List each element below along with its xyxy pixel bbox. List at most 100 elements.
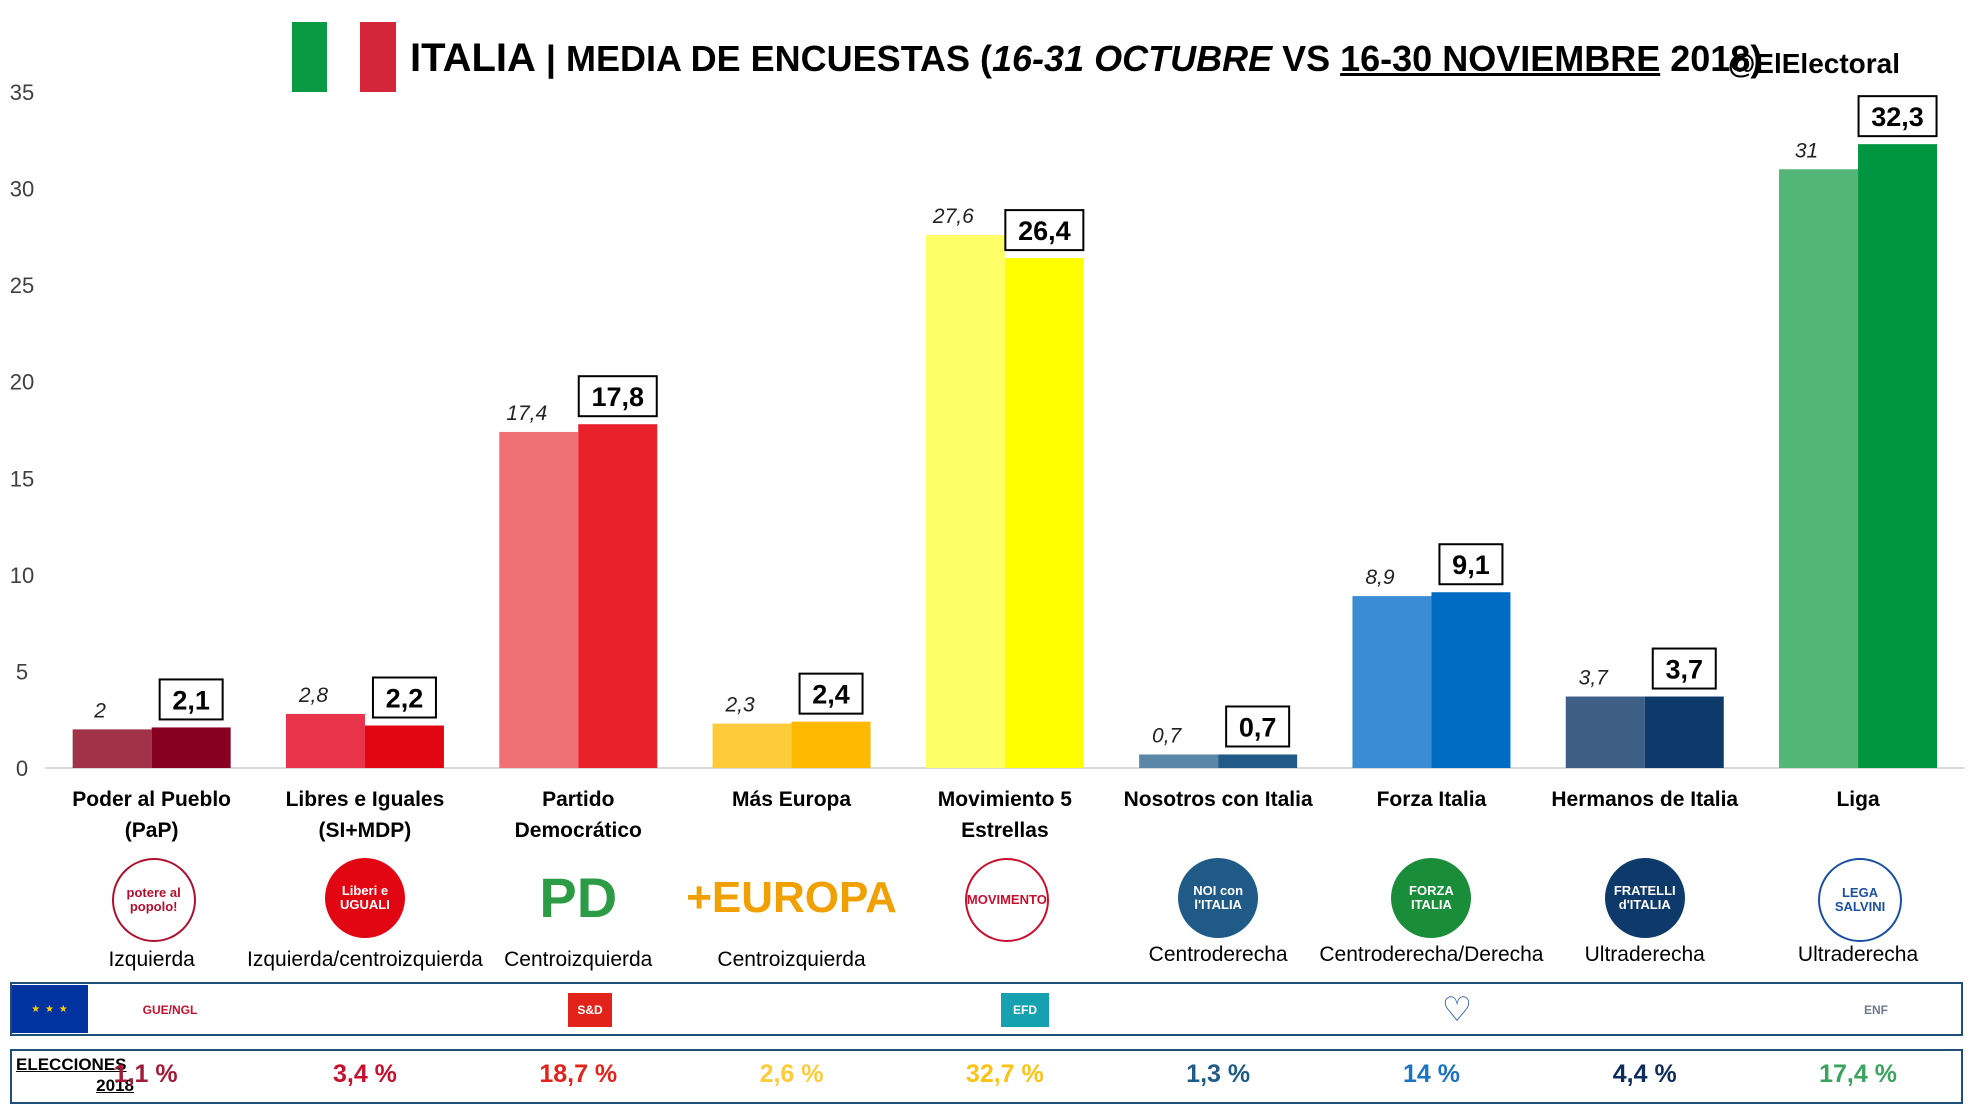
election-result: 1,1 % <box>113 1060 178 1088</box>
bar-november <box>791 721 871 768</box>
category-label: Más Europa <box>732 788 852 811</box>
election-result: 4,4 % <box>1612 1060 1677 1088</box>
bar-october <box>285 713 365 768</box>
data-label-november: 32,3 <box>1871 102 1924 132</box>
data-label-october: 31 <box>1795 139 1818 162</box>
party-ideology: Ultraderecha <box>1584 943 1705 966</box>
data-label-october: 3,7 <box>1579 667 1610 690</box>
data-label-box <box>158 678 224 721</box>
eu-flag-icon: ★ ★ ★ <box>12 985 88 1033</box>
category-label: Libres e Iguales (SI+MDP) <box>285 788 445 842</box>
eu-group-logo: ♡ <box>1434 991 1480 1029</box>
data-label-october: 17,4 <box>506 402 547 425</box>
party-logo: potere al popolo! <box>111 858 196 942</box>
category-label: Poder al Pueblo (PaP) <box>72 788 231 842</box>
data-label-november: 2,1 <box>172 685 210 715</box>
data-label-box <box>577 375 658 418</box>
party-ideology: Izquierda/centroizquierda <box>247 948 483 971</box>
bar-october <box>925 234 1005 768</box>
y-tick-label: 20 <box>10 370 34 395</box>
election-result: 14 % <box>1402 1060 1460 1088</box>
category-label: Liga <box>1836 788 1880 811</box>
data-label-box <box>1651 647 1717 690</box>
data-label-october: 27,6 <box>932 205 974 228</box>
data-label-october: 2,3 <box>724 694 755 717</box>
data-label-november: 9,1 <box>1452 550 1490 580</box>
data-label-november: 26,4 <box>1018 216 1071 246</box>
bar-october <box>499 431 579 768</box>
bar-november <box>151 727 231 768</box>
category-label: Forza Italia <box>1376 788 1487 811</box>
bar-november <box>1431 592 1511 768</box>
data-label-box <box>1225 705 1291 748</box>
party-ideology: Centroderecha/Derecha <box>1319 943 1544 966</box>
party-ideology: Izquierda <box>108 948 195 971</box>
data-label-october: 0,7 <box>1152 724 1183 747</box>
party-logo: LEGA SALVINI <box>1818 858 1903 942</box>
category-label: Hermanos de Italia <box>1551 788 1739 811</box>
bar-november <box>1644 696 1724 768</box>
category-label: Partido Democrático <box>514 788 642 842</box>
eu-group-logo: ENF <box>1830 993 1922 1027</box>
election-result: 2,6 % <box>759 1060 824 1088</box>
y-tick-label: 15 <box>10 466 34 491</box>
bar-november <box>1004 258 1084 768</box>
data-label-november: 17,8 <box>591 382 644 412</box>
eu-group-row <box>10 982 1963 1036</box>
party-logo: MOVIMENTO <box>964 858 1049 942</box>
data-label-november: 2,2 <box>386 684 424 714</box>
y-tick-label: 10 <box>10 563 34 588</box>
bar-october <box>1779 169 1859 768</box>
elections-row <box>10 1049 1963 1104</box>
chart-title: ITALIA | MEDIA DE ENCUESTAS (16-31 OCTUB… <box>410 36 1763 80</box>
bar-chart: 0 5 10 15 20 25 30 35 2 2,1 2,8 2,2 17,4 17,8 2,3 2,4 27… <box>10 80 1965 780</box>
y-tick-label: 30 <box>10 177 34 202</box>
data-label-box <box>1438 543 1504 586</box>
eu-group-logo: S&D <box>568 993 612 1027</box>
y-tick-label: 0 <box>16 756 28 780</box>
data-label-november: 2,4 <box>812 680 850 710</box>
party-logo: Liberi e UGUALI <box>324 858 405 938</box>
data-label-october: 2,8 <box>298 684 329 707</box>
elections-label: ELECCIONES 2018 <box>16 1055 134 1095</box>
y-tick-label: 25 <box>10 273 34 298</box>
bar-november <box>1858 144 1938 769</box>
party-ideology: Centroderecha <box>1148 943 1288 966</box>
y-tick-label: 35 <box>10 80 34 105</box>
party-logo: NOI con l'ITALIA <box>1178 858 1259 938</box>
twitter-handle: @ElElectoral <box>1728 48 1901 79</box>
italian-flag-red-stripe <box>360 22 396 92</box>
bar-november <box>1218 754 1298 768</box>
bar-october <box>1565 696 1645 768</box>
bar-october <box>1352 596 1432 768</box>
category-label: Nosotros con Italia <box>1123 788 1313 811</box>
bar-october <box>712 723 792 768</box>
data-label-november: 3,7 <box>1665 655 1703 685</box>
bar-november <box>578 424 658 768</box>
election-result: 18,7 % <box>539 1060 618 1088</box>
eu-group-logo: GUE/NGL <box>130 993 210 1027</box>
category-label: Movimiento 5 Estrellas <box>937 788 1072 842</box>
data-label-october: 2 <box>93 699 106 722</box>
data-label-november: 0,7 <box>1239 712 1277 742</box>
election-result: 3,4 % <box>332 1060 397 1088</box>
party-logo: +EUROPA <box>686 858 897 938</box>
party-ideology: Ultraderecha <box>1797 943 1919 966</box>
party-logo: PD <box>538 858 619 938</box>
eu-group-logo: EFD <box>1001 993 1049 1027</box>
party-ideology: Centroizquierda <box>504 948 653 971</box>
party-logo: FORZA ITALIA <box>1391 858 1472 938</box>
italian-flag-green-stripe <box>292 22 327 92</box>
data-label-box <box>798 672 864 715</box>
data-label-box <box>1004 209 1085 252</box>
data-label-box <box>371 676 437 719</box>
bar-october <box>1139 754 1219 768</box>
party-ideology: Centroizquierda <box>717 948 866 971</box>
election-result: 1,3 % <box>1186 1060 1251 1088</box>
bar-october <box>72 729 152 768</box>
election-result: 32,7 % <box>965 1060 1044 1088</box>
election-result: 17,4 % <box>1819 1060 1897 1088</box>
party-logo: FRATELLI d'ITALIA <box>1604 858 1685 938</box>
data-label-october: 8,9 <box>1365 566 1395 589</box>
bar-november <box>364 725 444 768</box>
